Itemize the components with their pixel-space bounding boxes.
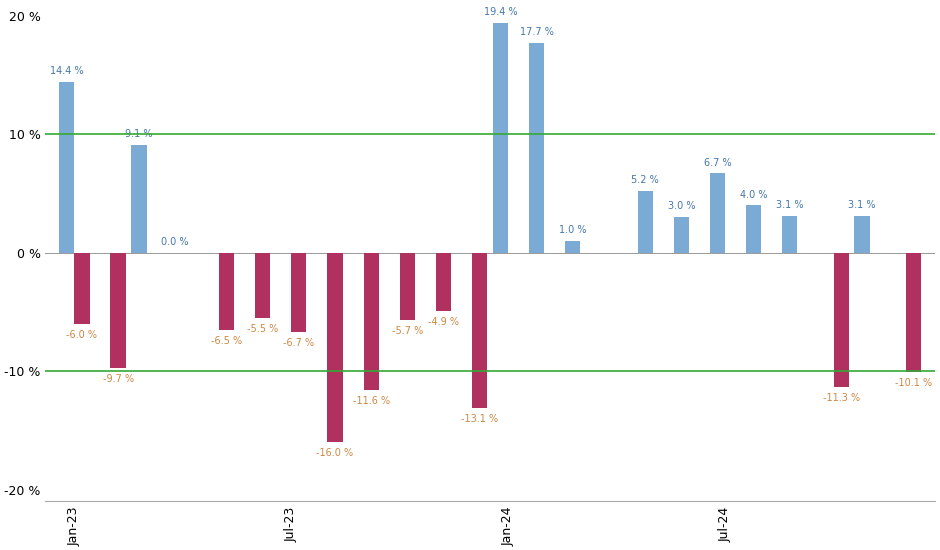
Text: 3.0 %: 3.0 % xyxy=(667,201,695,211)
Bar xyxy=(327,253,342,442)
Text: 1.0 %: 1.0 % xyxy=(559,225,587,235)
Text: 4.0 %: 4.0 % xyxy=(740,190,767,200)
Bar xyxy=(746,206,761,253)
Bar xyxy=(436,253,451,311)
Text: 14.4 %: 14.4 % xyxy=(50,67,84,76)
Text: 3.1 %: 3.1 % xyxy=(848,200,876,210)
Text: 3.1 %: 3.1 % xyxy=(776,200,804,210)
Bar xyxy=(291,253,306,332)
Bar xyxy=(364,253,379,390)
Bar xyxy=(472,253,487,408)
Text: -6.5 %: -6.5 % xyxy=(211,336,243,346)
Text: -10.1 %: -10.1 % xyxy=(895,378,932,388)
Bar xyxy=(834,253,849,387)
Text: 9.1 %: 9.1 % xyxy=(125,129,153,139)
Text: 6.7 %: 6.7 % xyxy=(704,157,731,168)
Bar xyxy=(906,253,921,372)
Bar xyxy=(565,241,581,253)
Text: -6.7 %: -6.7 % xyxy=(283,338,314,348)
Text: 0.0 %: 0.0 % xyxy=(162,237,189,247)
Bar xyxy=(854,216,870,253)
Text: -11.6 %: -11.6 % xyxy=(352,396,390,406)
Text: -11.3 %: -11.3 % xyxy=(822,393,860,403)
Bar xyxy=(219,253,234,330)
Bar xyxy=(637,191,652,253)
Bar xyxy=(400,253,415,320)
Bar xyxy=(111,253,126,367)
Bar xyxy=(529,43,544,253)
Text: 5.2 %: 5.2 % xyxy=(632,175,659,185)
Text: -5.5 %: -5.5 % xyxy=(247,324,278,334)
Text: -6.0 %: -6.0 % xyxy=(67,330,98,340)
Bar xyxy=(493,23,509,253)
Bar xyxy=(132,145,147,253)
Text: -13.1 %: -13.1 % xyxy=(461,414,498,424)
Text: -9.7 %: -9.7 % xyxy=(102,373,133,383)
Text: -4.9 %: -4.9 % xyxy=(428,317,459,327)
Bar xyxy=(59,82,74,253)
Bar xyxy=(255,253,271,318)
Text: -16.0 %: -16.0 % xyxy=(317,448,353,458)
Text: -5.7 %: -5.7 % xyxy=(392,326,423,336)
Bar xyxy=(782,216,797,253)
Text: 17.7 %: 17.7 % xyxy=(520,28,554,37)
Bar xyxy=(710,173,725,253)
Bar xyxy=(674,217,689,253)
Bar xyxy=(74,253,89,324)
Text: 19.4 %: 19.4 % xyxy=(484,7,517,17)
